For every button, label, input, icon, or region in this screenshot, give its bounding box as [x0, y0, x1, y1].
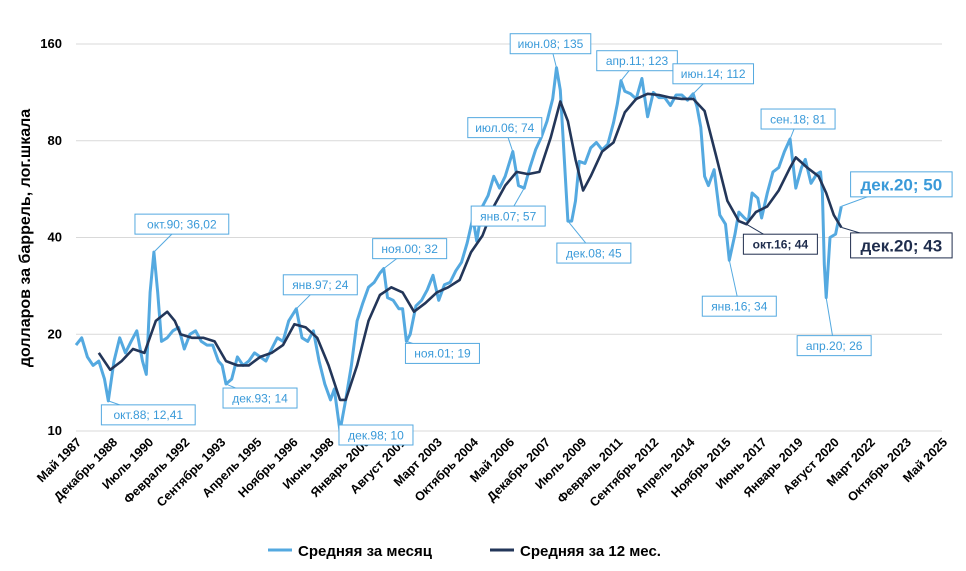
annotations: окт.88; 12,41 окт.90; 36,02 дек.93; 14 янв.… — [100, 33, 953, 446]
annotation-label: окт.88; 12,41 — [113, 408, 183, 422]
annotation-label: апр.20; 26 — [806, 339, 863, 353]
annotation-box — [556, 242, 632, 264]
annotation-box — [850, 232, 953, 259]
grid-lines — [76, 43, 942, 432]
annotation-label: июн.08; 135 — [518, 37, 584, 51]
annotation-label: янв.97; 24 — [292, 278, 349, 292]
series-line-monthly — [74, 66, 843, 433]
annotation-label: дек.20; 50 — [861, 175, 943, 194]
y-axis-label: долларов за баррель, лог.шкала — [17, 109, 34, 367]
annotation-box — [134, 213, 230, 235]
x-tick-label: Декабрь 1988 — [51, 435, 120, 504]
annotation-label: янв.07; 57 — [480, 209, 537, 223]
annotation-box — [467, 117, 543, 139]
annotation-label: ноя.01; 19 — [414, 347, 471, 361]
series-line-annual — [97, 92, 843, 402]
annotation-box — [672, 63, 755, 85]
annotation-label: дек.08; 45 — [566, 246, 622, 260]
annotation-label: дек.98; 10 — [348, 428, 404, 442]
annotation-label: ноя.00; 32 — [381, 242, 438, 256]
annotation-label: дек.93; 14 — [232, 391, 288, 405]
annotation-box — [470, 205, 546, 227]
annotation-box — [282, 274, 358, 296]
annotation-box — [701, 295, 777, 317]
y-tick-label: 10 — [48, 423, 62, 438]
annotation-label: окт.90; 36,02 — [147, 217, 217, 231]
annotation-label: июн.14; 112 — [681, 67, 746, 81]
annotation-box — [850, 171, 953, 198]
annotation-label: дек.20; 43 — [861, 237, 943, 256]
annotation-box — [760, 108, 836, 130]
legend: Средняя за месяц Средняя за 12 мес. — [268, 543, 661, 560]
annotation-box — [222, 387, 298, 409]
annotation-box — [372, 238, 448, 260]
annotation-label: окт.16; 44 — [753, 238, 809, 252]
y-tick-label: 80 — [48, 133, 62, 148]
annotation-box — [742, 233, 818, 255]
annotation-box — [338, 424, 414, 446]
annotation-box — [796, 335, 872, 357]
x-tick-label: Февраль 2011 — [555, 435, 626, 506]
y-tick-label: 160 — [40, 36, 62, 51]
x-tick-label: Октябрь 2023 — [845, 435, 914, 504]
y-axis-ticks: 10 20 40 80 160 — [40, 36, 62, 438]
annotation-label: апр.11; 123 — [606, 54, 669, 68]
annotation-box — [100, 404, 196, 426]
y-tick-label: 20 — [48, 326, 62, 341]
annotation-label: июл.06; 74 — [475, 121, 534, 135]
annotation-label: янв.16; 34 — [711, 300, 768, 314]
y-tick-label: 40 — [48, 230, 62, 245]
annotation-label: сен.18; 81 — [770, 112, 826, 126]
series-lines — [74, 66, 843, 433]
x-tick-label: Октябрь 2004 — [412, 435, 481, 504]
legend-label-annual: Средняя за 12 мес. — [520, 543, 661, 560]
legend-label-monthly: Средняя за месяц — [298, 543, 433, 560]
annotation-box — [596, 50, 678, 72]
annotation-box — [404, 342, 480, 364]
annotation-box — [509, 33, 592, 55]
x-tick-label: Декабрь 2007 — [484, 435, 553, 504]
